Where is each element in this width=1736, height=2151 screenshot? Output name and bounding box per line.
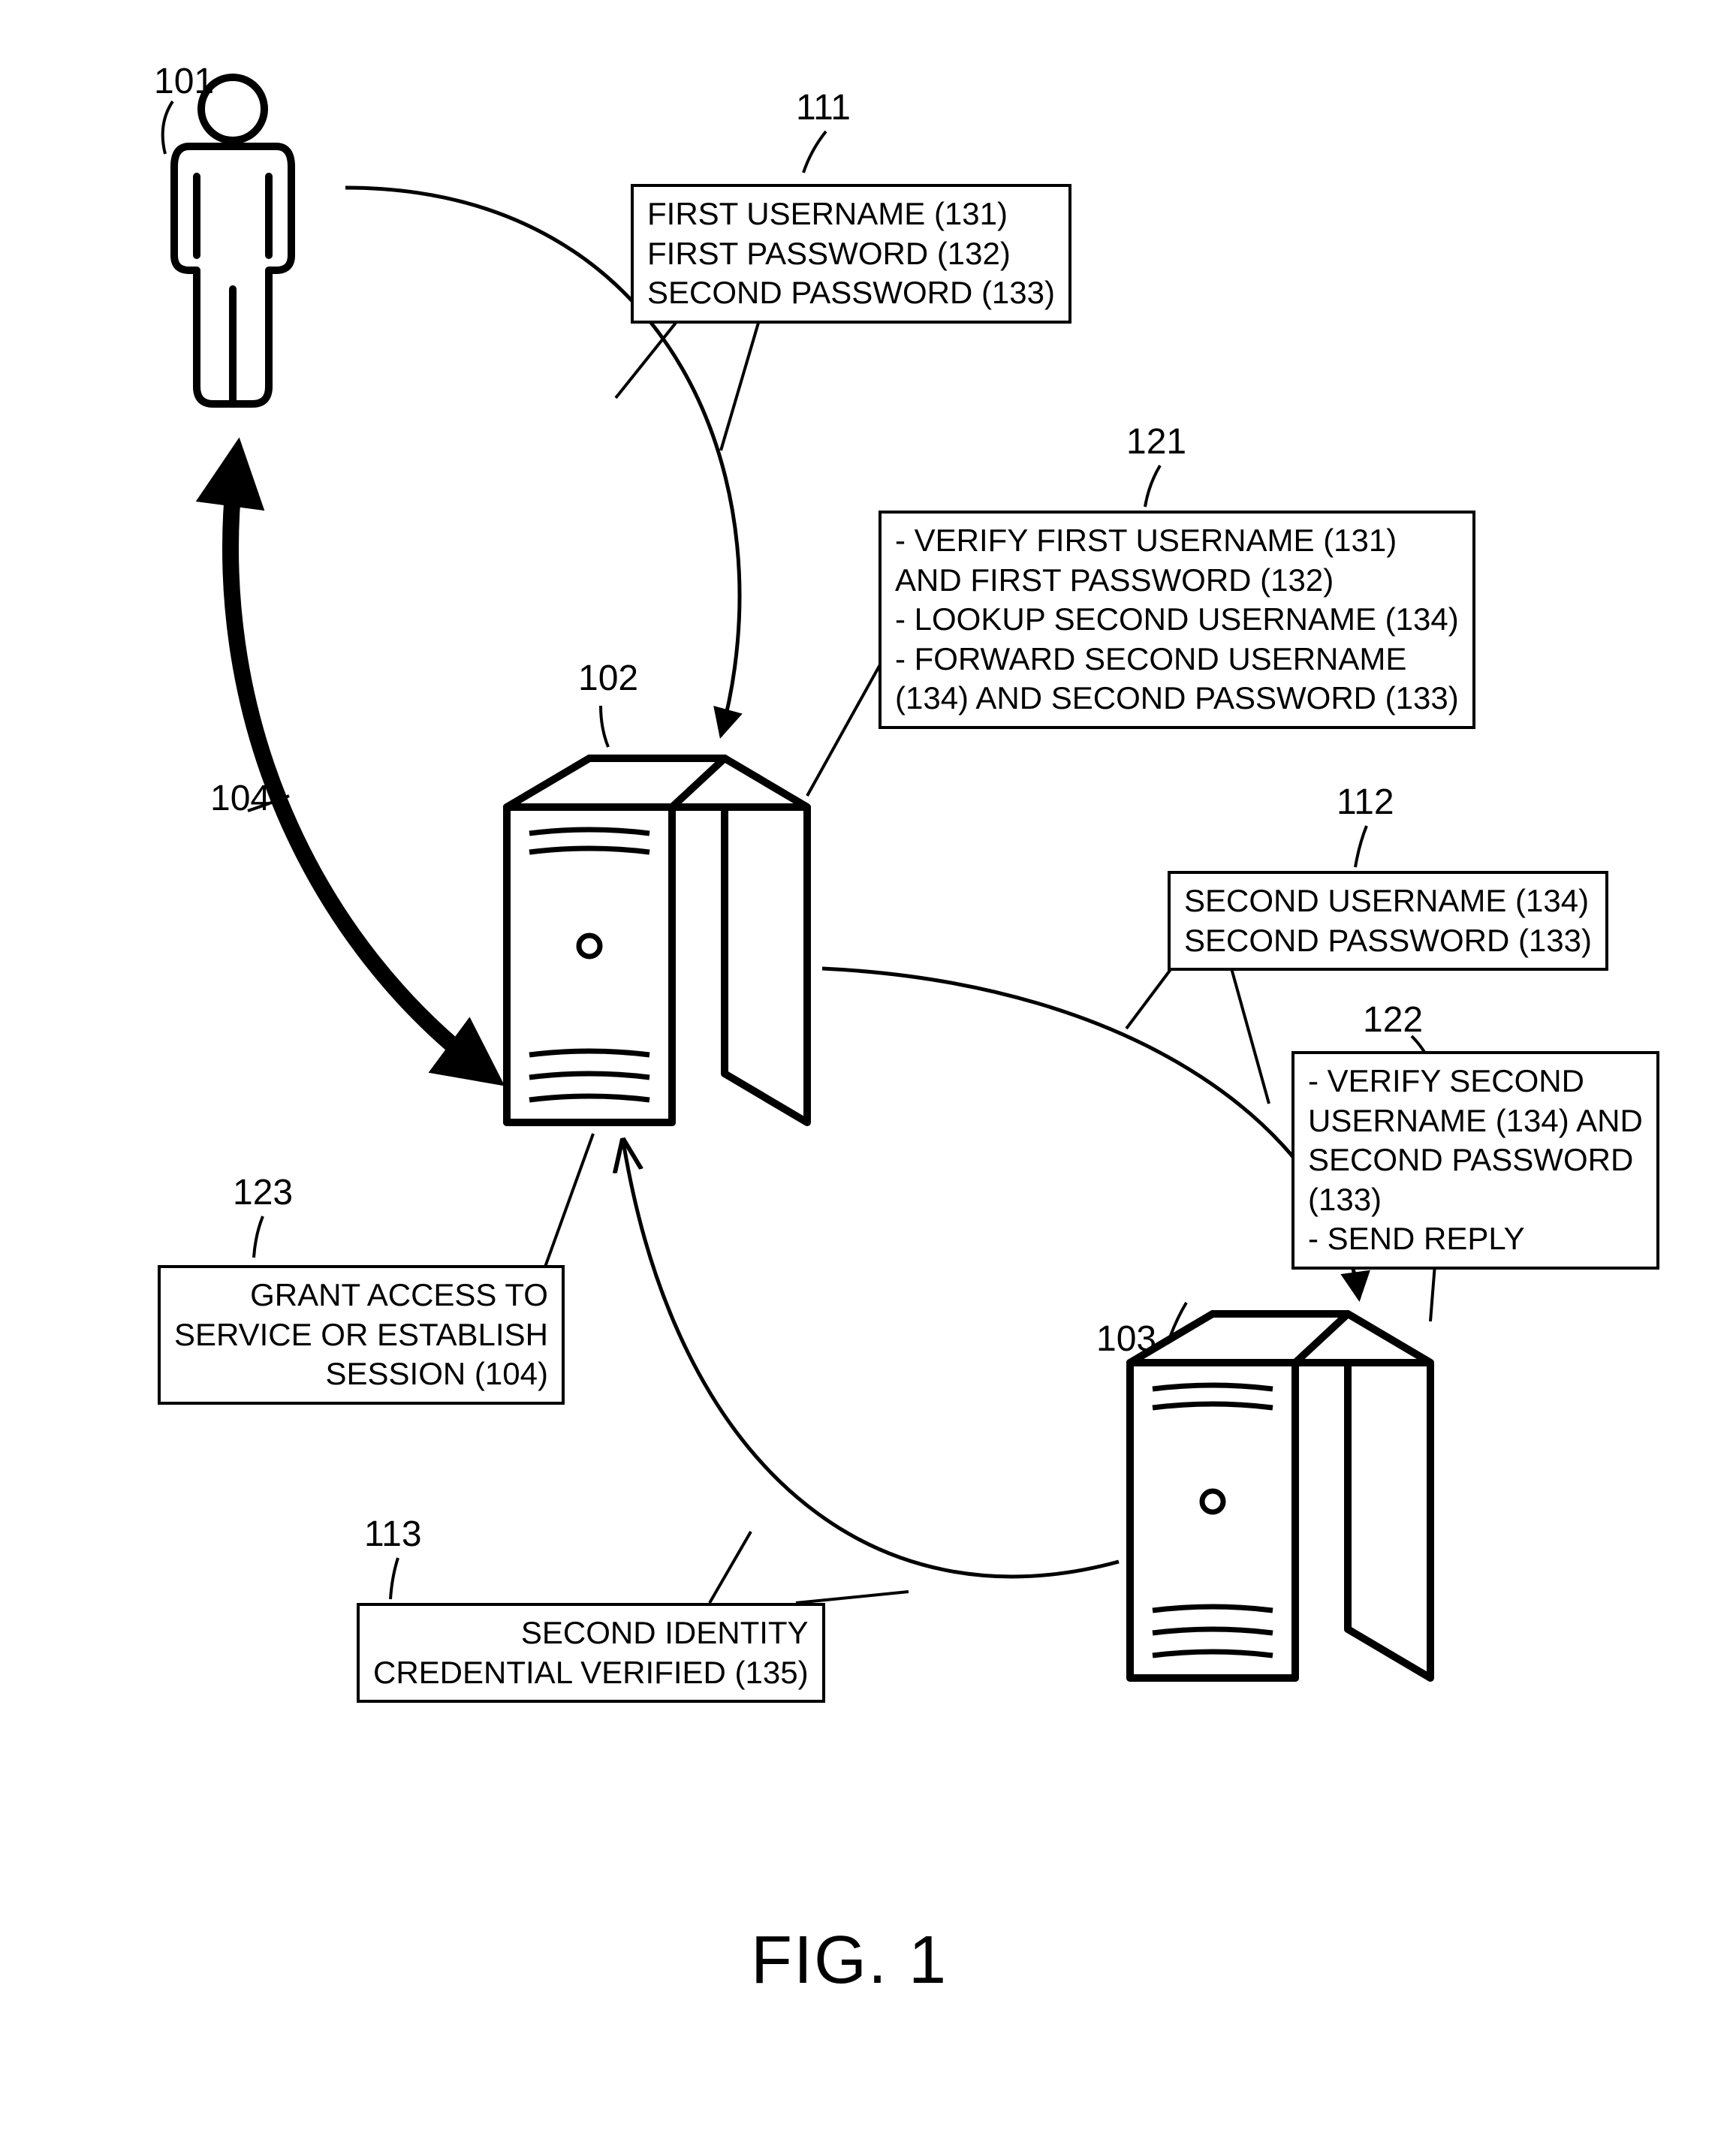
edge-113 <box>623 1141 1119 1577</box>
server-icon <box>507 758 807 1122</box>
ref-104: 104 <box>210 781 270 817</box>
ref-101: 101 <box>154 64 214 100</box>
figure-canvas: 101 111 121 102 104 112 122 123 113 103 … <box>0 0 1736 2151</box>
box-121: - VERIFY FIRST USERNAME (131) AND FIRST … <box>879 511 1475 729</box>
ref-103: 103 <box>1096 1321 1156 1357</box>
server-icon <box>1130 1314 1430 1678</box>
box-112: SECOND USERNAME (134) SECOND PASSWORD (1… <box>1168 871 1608 971</box>
ref-123: 123 <box>233 1175 293 1211</box>
person-icon <box>174 77 291 404</box>
ref-113: 113 <box>364 1517 422 1553</box>
ref-111: 111 <box>796 90 851 126</box>
ref-121: 121 <box>1126 424 1186 460</box>
figure-caption: FIG. 1 <box>751 1922 948 1999</box>
edge-104 <box>231 458 488 1074</box>
ref-122: 122 <box>1363 1002 1423 1038</box>
box-113: SECOND IDENTITY CREDENTIAL VERIFIED (135… <box>357 1603 825 1703</box>
box-111: FIRST USERNAME (131) FIRST PASSWORD (132… <box>631 184 1071 324</box>
box-122: - VERIFY SECOND USERNAME (134) AND SECON… <box>1291 1051 1659 1270</box>
edge-112 <box>822 969 1359 1299</box>
ref-112: 112 <box>1337 785 1394 821</box>
ref-102: 102 <box>578 661 638 697</box>
box-123: GRANT ACCESS TO SERVICE OR ESTABLISH SES… <box>158 1265 565 1405</box>
